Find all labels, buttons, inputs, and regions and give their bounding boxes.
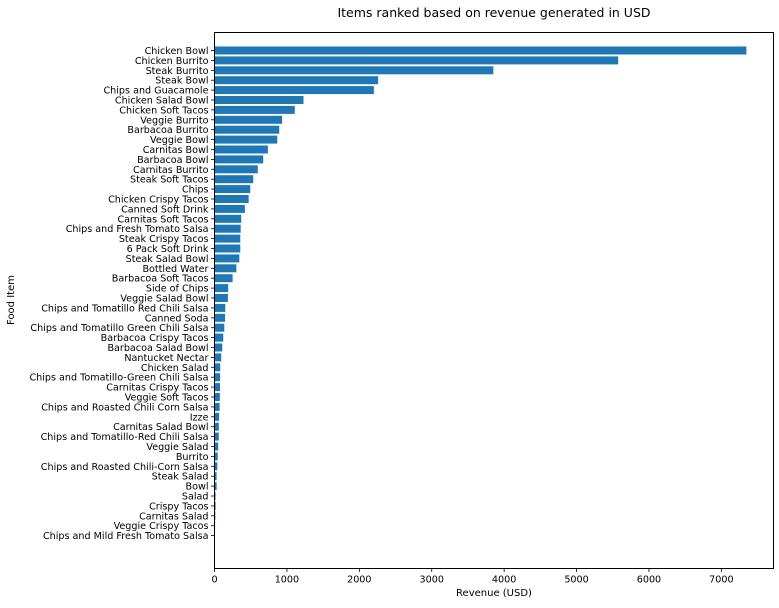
bar-15 xyxy=(215,195,249,203)
x-tick-label-5: 5000 xyxy=(564,575,588,586)
bar-21 xyxy=(215,254,240,262)
x-tick-label-4: 4000 xyxy=(492,575,516,586)
bar-36 xyxy=(215,403,220,411)
bar-27 xyxy=(215,314,226,322)
bar-14 xyxy=(215,185,251,193)
bar-5 xyxy=(215,96,304,104)
bars-group xyxy=(215,47,747,540)
bar-0 xyxy=(215,47,747,55)
bar-29 xyxy=(215,334,224,342)
bar-7 xyxy=(215,116,283,124)
y-axis-label: Food Item xyxy=(6,275,17,325)
x-tick-label-3: 3000 xyxy=(420,575,444,586)
chart-title: Items ranked based on revenue generated … xyxy=(337,5,650,20)
x-tick-label-7: 7000 xyxy=(709,575,733,586)
bar-37 xyxy=(215,413,220,421)
bar-38 xyxy=(215,423,219,431)
bar-4 xyxy=(215,86,374,94)
bar-33 xyxy=(215,373,221,381)
bar-6 xyxy=(215,106,295,114)
bar-31 xyxy=(215,353,222,361)
plot-frame xyxy=(215,33,774,569)
bar-3 xyxy=(215,76,379,84)
bar-9 xyxy=(215,136,278,144)
bar-34 xyxy=(215,383,221,391)
bar-18 xyxy=(215,225,241,233)
x-tick-label-1: 1000 xyxy=(275,575,299,586)
bar-40 xyxy=(215,443,219,451)
bar-20 xyxy=(215,245,241,253)
bar-17 xyxy=(215,215,242,223)
bar-32 xyxy=(215,363,221,371)
bar-8 xyxy=(215,126,280,134)
bar-13 xyxy=(215,175,254,183)
bar-39 xyxy=(215,433,219,441)
bar-24 xyxy=(215,284,229,292)
bar-1 xyxy=(215,56,619,64)
bar-16 xyxy=(215,205,245,213)
x-tick-label-0: 0 xyxy=(211,575,217,586)
bar-11 xyxy=(215,155,264,163)
bar-22 xyxy=(215,264,237,272)
y-tick-label-36: Chips and Roasted Chili Corn Salsa xyxy=(41,402,208,413)
x-tick-label-2: 2000 xyxy=(347,575,371,586)
bar-10 xyxy=(215,146,268,154)
x-axis-label: Revenue (USD) xyxy=(456,588,532,599)
bar-25 xyxy=(215,294,228,302)
y-tick-label-49: Chips and Mild Fresh Tomato Salsa xyxy=(43,531,209,542)
bar-26 xyxy=(215,304,226,312)
bar-2 xyxy=(215,66,494,74)
bar-28 xyxy=(215,324,225,332)
bar-30 xyxy=(215,344,223,352)
x-tick-label-6: 6000 xyxy=(637,575,661,586)
bar-23 xyxy=(215,274,233,282)
bar-12 xyxy=(215,165,258,173)
bar-19 xyxy=(215,235,241,243)
bar-35 xyxy=(215,393,220,401)
x-ticks: 0 1000 2000 3000 4000 5000 6000 7000 xyxy=(211,569,733,586)
